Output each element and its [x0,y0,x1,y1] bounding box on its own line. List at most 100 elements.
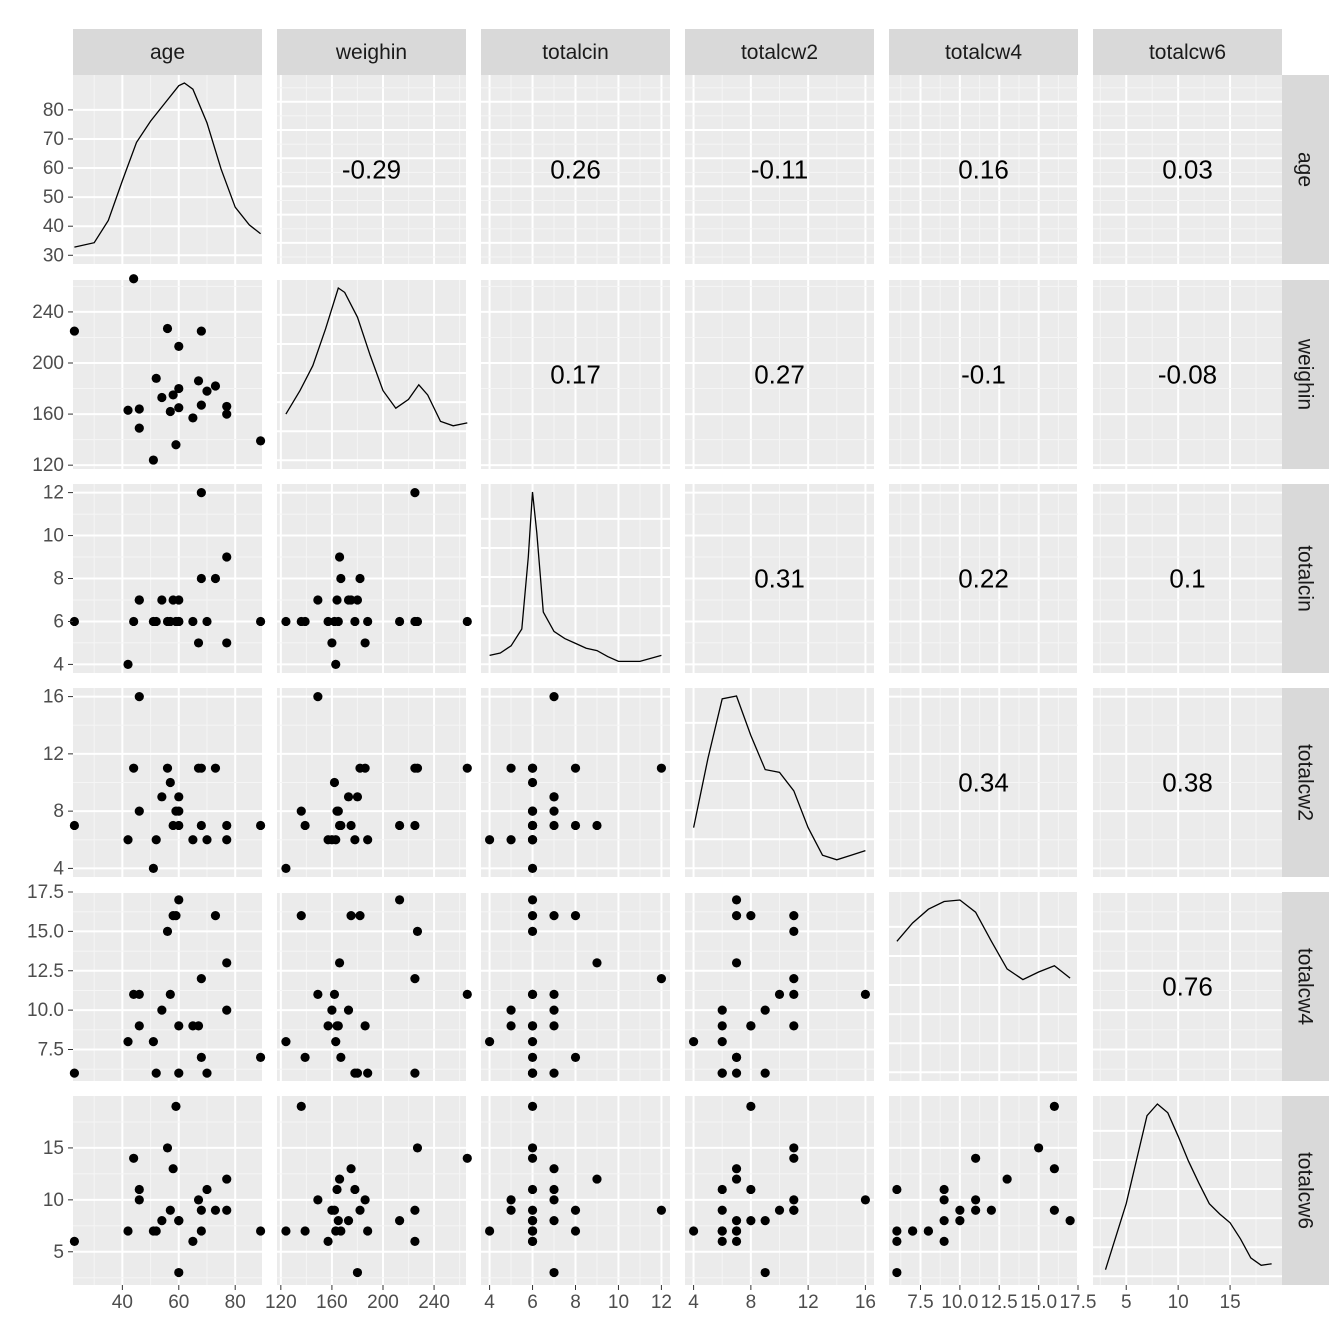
scatter-point [789,989,799,999]
scatter-point [527,1052,538,1062]
scatter-point [300,1052,310,1062]
scatter-point [222,1005,232,1015]
scatter-point [355,573,365,584]
scatter-point [171,1101,181,1111]
correlation-label-totalcin-totalcw2: 0.31 [754,564,805,594]
panel-totalcw6-totalcw6 [1093,1096,1282,1285]
scatter-point [1065,1216,1075,1226]
scatter-point [527,1205,538,1215]
scatter-point [549,1021,559,1031]
scatter-point [774,989,785,999]
row-strip-label-age: age [1294,152,1317,187]
scatter-point [174,1216,184,1226]
scatter-point [323,616,333,627]
correlation-label-age-totalcin: 0.26 [550,155,601,185]
scatter-point [162,323,173,334]
scatter-point [1002,1174,1012,1184]
scatter-point [549,1267,559,1278]
y-tick-label: 12 [43,483,64,504]
scatter-point [134,423,144,433]
scatter-point [506,1021,516,1031]
scatter-point [527,1236,538,1246]
scatter-point [129,274,139,284]
scatter-point [134,1184,144,1195]
scatter-point [412,926,423,936]
scatter-point [746,1021,756,1031]
scatter-point [731,895,742,905]
row-strip-age [1282,75,1329,264]
x-tick-label: 5 [1121,1292,1132,1313]
scatter-point [202,835,212,845]
scatter-point [360,638,370,648]
x-tick-label: 12 [798,1292,819,1313]
scatter-point [394,1216,405,1226]
scatter-point [352,1267,363,1278]
scatter-point [281,1226,291,1236]
scatter-point [327,1205,337,1215]
scatter-point [188,835,198,845]
x-tick-label: 8 [746,1292,757,1313]
x-tick-label: 10 [608,1292,629,1313]
scatter-point [971,1195,981,1205]
scatter-point [549,1184,559,1195]
x-tick-label: 200 [367,1292,399,1313]
scatter-point [731,1236,742,1246]
scatter-point [939,1195,949,1205]
scatter-point [484,1226,495,1236]
scatter-point [165,1205,175,1215]
scatter-point [355,763,365,773]
panel-weighin-age [73,280,262,469]
scatter-point [527,1184,538,1195]
panel-totalcw4-age [73,892,262,1081]
scatter-point [892,1226,902,1236]
scatter-point [527,1153,538,1163]
scatter-point [174,616,184,627]
scatter-point [165,989,175,999]
y-tick-label: 200 [32,353,64,374]
density-curve-age [74,82,262,248]
scatter-point [69,820,80,831]
x-tick-label: 12.5 [981,1292,1018,1313]
scatter-point [527,911,538,921]
row-strip-totalcin [1282,484,1329,673]
scatter-point [193,1021,204,1031]
scatter-point [196,400,206,410]
column-strip-totalcw4 [889,29,1078,75]
scatter-point [323,1021,333,1031]
scatter-point [549,1005,559,1015]
correlation-label-age-weighin: -0.29 [342,155,401,185]
scatter-point [986,1205,996,1215]
scatter-point [222,835,232,845]
scatter-point [860,1195,871,1205]
scatter-point [151,373,161,383]
scatter-point [656,763,667,773]
scatter-point [346,820,356,831]
y-tick-label: 4 [53,654,64,675]
scatter-point [174,383,184,394]
scatter-point [296,1101,306,1111]
scatter-point [210,1205,221,1215]
scatter-point [592,820,602,831]
scatter-point [527,820,538,831]
scatter-point [165,406,175,417]
scatter-point [196,1205,206,1215]
y-tick-label: 240 [32,302,64,323]
scatter-point [394,895,405,905]
scatter-point [222,958,232,968]
scatter-point [202,1068,212,1078]
x-tick-label: 7.5 [907,1292,933,1313]
scatter-point [129,616,139,627]
scatter-point [570,763,581,773]
x-tick-label: 120 [265,1292,297,1313]
correlation-label-weighin-totalcw4: -0.1 [961,360,1006,390]
y-tick-label: 4 [53,858,64,879]
x-tick-label: 15 [1220,1292,1241,1313]
column-strip-totalcw2 [685,29,874,75]
scatter-point [255,1052,266,1062]
row-strip-totalcw2 [1282,688,1329,877]
scatter-point [174,792,184,802]
scatter-point [210,381,221,391]
correlation-label-age-totalcw2: -0.11 [751,155,808,185]
panel-totalcw4-weighin [277,892,466,1081]
scatter-point [202,616,212,627]
